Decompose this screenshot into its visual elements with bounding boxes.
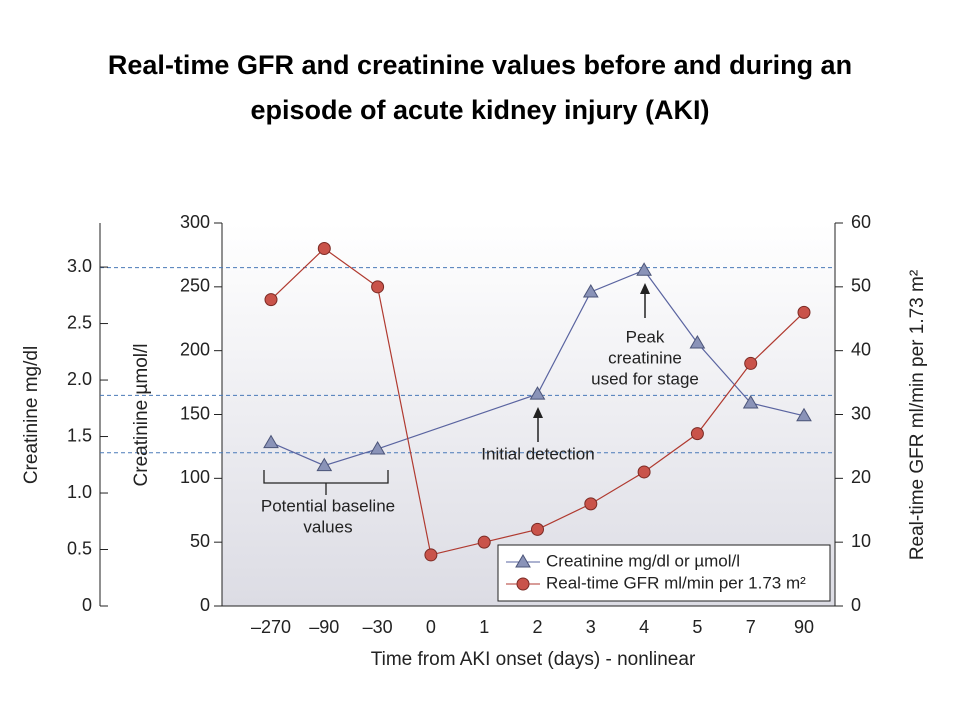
plot-area xyxy=(222,223,835,606)
point xyxy=(636,262,652,276)
x-tick-label: 1 xyxy=(479,617,489,637)
annotation: Initial detection xyxy=(481,444,594,463)
y-outer-tick-label: 2.0 xyxy=(67,369,92,389)
annotation: used for stage xyxy=(591,369,699,388)
point xyxy=(316,457,333,472)
y-tick-label: 100 xyxy=(180,467,210,487)
y2-tick-label: 20 xyxy=(851,467,871,487)
x-tick-label: –90 xyxy=(309,617,339,637)
y2-tick-label: 60 xyxy=(851,212,871,232)
y2-axis-label: Real-time GFR ml/min per 1.73 m² xyxy=(907,270,928,560)
legend-swatch xyxy=(515,554,531,568)
y-tick-label: 200 xyxy=(180,339,210,359)
y-tick-label: 150 xyxy=(180,403,210,423)
point xyxy=(689,335,706,349)
x-tick-label: 5 xyxy=(692,617,702,637)
point xyxy=(690,427,704,441)
point xyxy=(796,407,812,422)
x-tick-label: 7 xyxy=(746,617,756,637)
point xyxy=(477,535,491,549)
y-outer-tick-label: 1.0 xyxy=(67,482,92,502)
annotation: Potential baseline xyxy=(261,496,395,515)
arrow-head xyxy=(640,283,650,294)
point xyxy=(637,465,651,479)
y-tick-label: 0 xyxy=(200,595,210,615)
y-tick-label: 250 xyxy=(180,276,210,296)
x-tick-label: 90 xyxy=(794,617,814,637)
y-outer-tick-label: 1.5 xyxy=(67,425,92,445)
legend-swatch xyxy=(516,577,530,591)
point xyxy=(582,283,599,298)
x-tick-label: –270 xyxy=(251,617,291,637)
point xyxy=(317,242,331,256)
y2-tick-label: 0 xyxy=(851,595,861,615)
bracket xyxy=(263,470,389,495)
annotation: Peak xyxy=(626,327,665,346)
y-outer-axis-label: Creatinine mg/dl xyxy=(21,346,42,484)
chart-title: Real-time GFR and creatinine values befo… xyxy=(108,50,852,80)
chart-title: episode of acute kidney injury (AKI) xyxy=(250,95,709,125)
x-axis-label: Time from AKI onset (days) - nonlinear xyxy=(371,649,696,670)
annotation: values xyxy=(303,517,352,536)
point xyxy=(424,548,438,562)
y-tick-label: 300 xyxy=(180,212,210,232)
x-tick-label: 2 xyxy=(532,617,542,637)
y-tick-label: 50 xyxy=(190,531,210,551)
y2-tick-label: 40 xyxy=(851,339,871,359)
point xyxy=(264,293,278,307)
y2-tick-label: 50 xyxy=(851,276,871,296)
point xyxy=(797,305,811,319)
legend-label: Creatinine mg/dl or µmol/l xyxy=(546,551,740,570)
legend xyxy=(497,544,831,602)
y-outer-tick-label: 0 xyxy=(82,595,92,615)
annotation: creatinine xyxy=(608,348,682,367)
point xyxy=(369,440,386,455)
legend-label: Real-time GFR ml/min per 1.73 m² xyxy=(546,573,806,592)
point xyxy=(529,386,546,400)
y-outer-tick-label: 2.5 xyxy=(67,312,92,332)
y2-tick-label: 30 xyxy=(851,403,871,423)
y-axis-label: Creatinine µmol/l xyxy=(131,344,152,487)
x-tick-label: 0 xyxy=(426,617,436,637)
x-tick-label: 3 xyxy=(586,617,596,637)
y-outer-tick-label: 3.0 xyxy=(67,256,92,276)
x-tick-label: 4 xyxy=(639,617,649,637)
point xyxy=(744,356,758,370)
y2-tick-label: 10 xyxy=(851,531,871,551)
point xyxy=(742,395,759,409)
arrow-head xyxy=(533,407,543,418)
point xyxy=(531,522,544,536)
point xyxy=(263,434,279,449)
point xyxy=(371,280,385,294)
point xyxy=(584,497,598,511)
x-tick-label: –30 xyxy=(363,617,393,637)
y-outer-tick-label: 0.5 xyxy=(67,538,92,558)
